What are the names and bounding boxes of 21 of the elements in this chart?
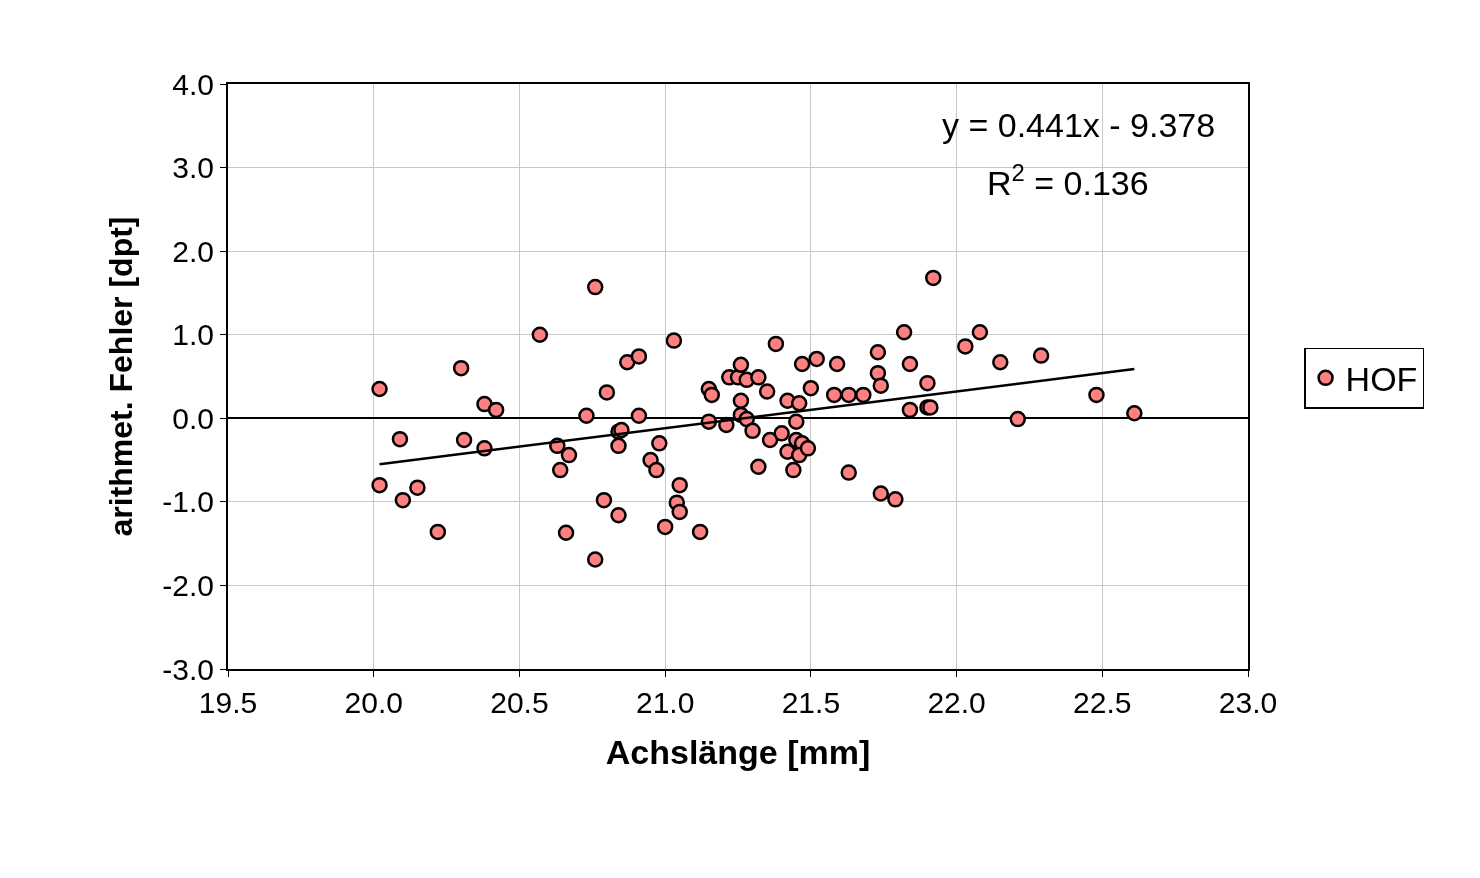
y-tick-label: 1.0	[172, 318, 214, 352]
legend-label: HOF	[1345, 360, 1418, 399]
y-tick-label: 3.0	[172, 151, 214, 185]
x-tick-label: 21.5	[781, 686, 841, 719]
annotation: R$^{2}$ = 0.136	[987, 159, 1149, 203]
x-tick-label: 19.5	[198, 686, 258, 719]
y-axis-title: arithmet. Fehler [dpt]	[103, 216, 140, 537]
x-tick-label: 23.0	[1218, 686, 1278, 719]
x-tick-label: 20.5	[490, 686, 549, 719]
x-tick-label: 21.0	[635, 686, 695, 719]
x-tick-label: 22.0	[927, 686, 986, 719]
y-tick-label: -1.0	[162, 485, 214, 519]
x-tick-label: 20.0	[344, 686, 403, 719]
y-tick-label: -2.0	[162, 568, 214, 602]
y-tick-label: 2.0	[172, 234, 214, 268]
y-tick-label: -3.0	[162, 652, 214, 686]
x-tick-label: 22.5	[1073, 686, 1132, 719]
x-axis-title: Achslänge [mm]	[605, 732, 871, 771]
y-tick-label: 4.0	[172, 67, 214, 101]
y-tick-label: 0.0	[172, 401, 214, 435]
annotation: y = 0.441x - 9.378	[942, 106, 1216, 144]
